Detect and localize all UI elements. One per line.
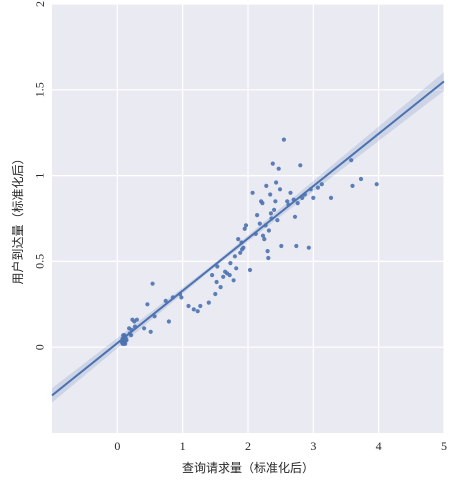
x-tick-label-0: 0 (114, 439, 120, 453)
data-point-36 (195, 309, 200, 314)
data-point-49 (231, 278, 236, 283)
data-point-98 (315, 185, 320, 190)
data-point-84 (281, 137, 286, 142)
x-tick-label-3: 3 (310, 439, 316, 453)
data-point-100 (328, 195, 334, 200)
data-point-25 (145, 302, 150, 307)
data-point-73 (268, 192, 273, 197)
data-point-67 (262, 237, 267, 242)
data-point-65 (260, 201, 265, 206)
data-point-104 (374, 182, 379, 187)
data-point-37 (198, 303, 203, 309)
data-point-74 (268, 211, 273, 216)
y-tick-label-3: 1.5 (33, 82, 47, 97)
y-tick-label-1: 0.5 (33, 254, 47, 269)
data-point-101 (349, 158, 354, 163)
x-axis-label: 查询请求量（标准化后） (182, 461, 314, 475)
data-point-79 (274, 180, 279, 185)
grid-lines (52, 3, 445, 433)
data-point-44 (221, 274, 226, 279)
regression-line (51, 80, 445, 397)
data-point-83 (279, 243, 284, 249)
data-point-35 (191, 307, 196, 312)
data-point-89 (292, 214, 298, 219)
data-point-85 (285, 199, 290, 204)
data-point-57 (242, 226, 247, 231)
y-tick-labels: 0 0.5 1 1.5 2 (33, 1, 47, 350)
data-point-34 (186, 303, 191, 309)
data-point-97 (311, 195, 316, 200)
data-point-56 (241, 245, 246, 250)
data-point-58 (243, 223, 249, 228)
data-point-30 (166, 319, 171, 324)
data-point-38 (206, 300, 211, 305)
data-point-41 (214, 279, 219, 285)
data-point-33 (179, 295, 184, 300)
data-point-42 (215, 264, 220, 269)
y-tick-label-4: 2 (33, 1, 47, 7)
x-tick-label-5: 5 (441, 439, 447, 453)
data-point-50 (232, 254, 237, 259)
data-point-14 (124, 338, 129, 343)
data-point-71 (266, 255, 271, 261)
data-point-23 (134, 317, 139, 322)
data-point-47 (227, 273, 232, 278)
y-tick-label-0: 0 (33, 344, 47, 350)
data-point-40 (213, 291, 218, 297)
x-tick-labels: 0 1 2 3 4 5 (114, 439, 447, 453)
data-point-92 (298, 163, 303, 168)
data-point-77 (272, 207, 277, 212)
x-tick-label-4: 4 (376, 439, 382, 453)
data-point-102 (350, 183, 355, 188)
data-point-99 (319, 182, 324, 187)
x-tick-label-2: 2 (245, 439, 251, 453)
data-point-29 (163, 298, 168, 303)
data-point-80 (275, 218, 280, 223)
data-point-90 (294, 243, 299, 249)
data-point-87 (288, 190, 293, 195)
data-point-24 (142, 326, 147, 331)
data-point-91 (295, 201, 300, 206)
data-point-62 (255, 213, 260, 218)
data-point-59 (247, 267, 253, 273)
data-point-52 (236, 237, 241, 242)
data-point-103 (358, 176, 364, 182)
x-tick-label-1: 1 (180, 439, 186, 453)
data-point-81 (276, 166, 281, 171)
y-axis-label: 用户到达量（标准化后） (10, 152, 25, 284)
data-point-69 (264, 183, 269, 188)
data-point-15 (121, 340, 126, 345)
data-point-27 (150, 281, 155, 286)
data-point-53 (238, 250, 243, 255)
data-point-60 (250, 190, 255, 195)
y-tick-label-2: 1 (33, 173, 47, 179)
data-point-48 (228, 261, 233, 266)
data-point-39 (210, 273, 215, 278)
data-point-51 (234, 266, 239, 271)
data-point-78 (273, 199, 278, 204)
data-point-76 (270, 161, 275, 166)
data-point-70 (265, 249, 270, 254)
data-point-63 (257, 221, 262, 226)
data-point-43 (218, 285, 223, 290)
data-point-26 (148, 329, 153, 334)
data-point-82 (277, 187, 283, 192)
data-point-66 (260, 233, 266, 238)
data-point-95 (306, 245, 311, 250)
data-point-72 (266, 228, 271, 233)
